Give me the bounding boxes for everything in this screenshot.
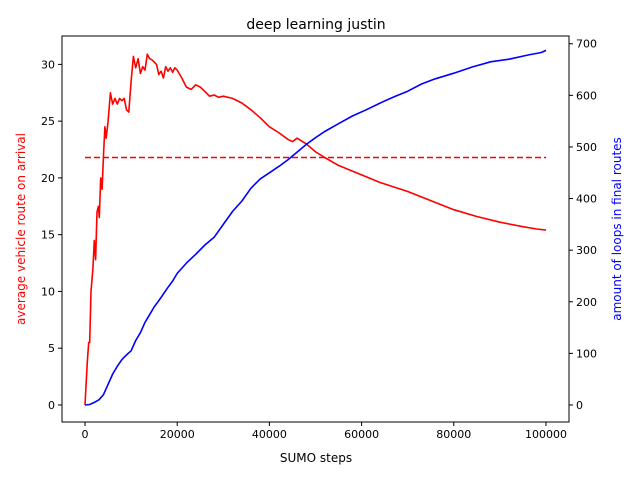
- x-tick-label: 20000: [160, 428, 195, 441]
- y-right-tick-label: 100: [576, 347, 597, 360]
- x-tick-label: 60000: [344, 428, 379, 441]
- y-left-tick-label: 25: [41, 115, 55, 128]
- y-axis-left: 0 5 10 15 20 25 30: [41, 58, 62, 412]
- x-tick-label: 100000: [525, 428, 567, 441]
- y-left-tick-label: 10: [41, 285, 55, 298]
- x-tick-label: 0: [82, 428, 89, 441]
- y-right-tick-label: 0: [576, 399, 583, 412]
- series-line-left-solid-0: [84, 53, 547, 406]
- y-right-tick-label: 600: [576, 89, 597, 102]
- y-right-tick-label: 300: [576, 244, 597, 257]
- x-axis-label: SUMO steps: [280, 451, 352, 465]
- y-right-tick-label: 200: [576, 296, 597, 309]
- chart-title: deep learning justin: [246, 17, 385, 33]
- series-line-right-solid-2: [84, 49, 547, 406]
- y-right-tick-label: 500: [576, 141, 597, 154]
- y-left-tick-label: 30: [41, 58, 55, 71]
- y-axis-right-label: amount of loops in final routes: [610, 137, 624, 321]
- y-axis-left-label: average vehicle route on arrival: [14, 133, 28, 325]
- y-left-tick-label: 5: [48, 342, 55, 355]
- plot-frame: [61, 35, 570, 423]
- x-tick-label: 40000: [252, 428, 287, 441]
- y-right-tick-label: 700: [576, 38, 597, 51]
- plot-lines: [84, 49, 547, 406]
- y-left-tick-label: 20: [41, 172, 55, 185]
- x-tick-label: 80000: [436, 428, 471, 441]
- x-axis: 0 20000 40000 60000 80000 100000: [82, 422, 567, 441]
- y-right-tick-label: 400: [576, 193, 597, 206]
- y-axis-right: 0 100 200 300 400 500 600 700: [569, 38, 597, 412]
- y-left-tick-label: 15: [41, 229, 55, 242]
- y-left-tick-label: 0: [48, 399, 55, 412]
